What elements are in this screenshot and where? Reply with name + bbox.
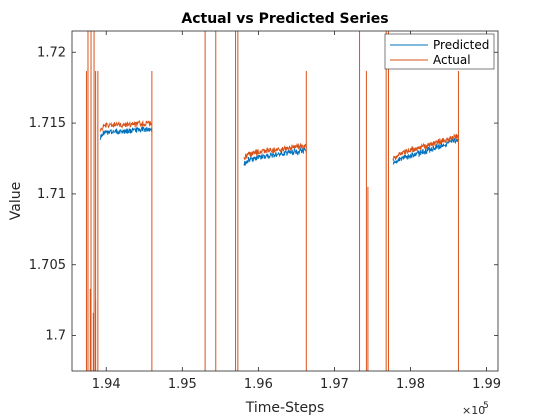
- y-axis-label: Value: [8, 182, 24, 220]
- series-clip-group: [85, 31, 459, 371]
- y-tick-label: 1.72: [37, 45, 66, 60]
- y-tick-label: 1.705: [29, 258, 66, 273]
- y-tick-label: 1.7: [45, 329, 66, 344]
- x-tick-label: 1.94: [92, 377, 121, 392]
- series-line-predicted-segment: [243, 147, 307, 166]
- chart-title: Actual vs Predicted Series: [181, 11, 388, 27]
- x-tick-label: 1.95: [168, 377, 197, 392]
- series-layer: [85, 31, 459, 371]
- x-exponent-base: ×10: [462, 404, 485, 417]
- x-tick-label: 1.96: [244, 377, 273, 392]
- legend-box: [384, 33, 495, 70]
- y-tick-label: 1.715: [29, 116, 66, 131]
- x-tick-label: 1.98: [396, 377, 425, 392]
- x-tick-label: 1.97: [320, 377, 349, 392]
- series-line-predicted-segment: [99, 125, 153, 140]
- x-exponent-power: 5: [483, 401, 489, 411]
- x-axis-label: Time-Steps: [245, 400, 324, 416]
- x-tick-label: 1.99: [472, 377, 501, 392]
- ticks-layer: 1.94 1.95 1.96 1.97 1.98 1.99 1.7 1.705 1.71 1.71…: [29, 31, 501, 392]
- series-line-actual-segment: [243, 143, 307, 160]
- series-line-actual-segment: [99, 119, 153, 132]
- plot-area: [72, 31, 498, 371]
- legend-label-actual: Actual: [433, 53, 471, 67]
- axes-box: [71, 30, 499, 372]
- series-line-actual-segment: [392, 133, 459, 162]
- series-line-predicted-segment: [392, 138, 459, 165]
- y-tick-label: 1.71: [37, 187, 66, 202]
- legend-label-predicted: Predicted: [433, 38, 489, 52]
- legend: Predicted Actual: [384, 33, 495, 70]
